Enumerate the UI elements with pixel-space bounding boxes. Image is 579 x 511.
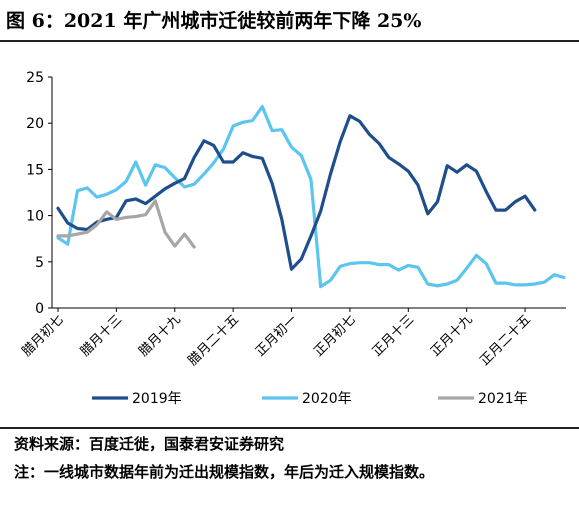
x-tick-label: 腊月十九 xyxy=(136,312,183,359)
chart-legend: 2019年 2020年 2021年 xyxy=(92,391,528,407)
y-tick-label: 0 xyxy=(35,301,44,317)
y-tick-label: 20 xyxy=(26,116,44,132)
series-line-3 xyxy=(56,199,196,249)
series-line-2 xyxy=(56,104,566,289)
legend-label: 2021年 xyxy=(478,391,528,407)
x-tick-label: 正月十三 xyxy=(370,312,417,359)
y-tick-label: 10 xyxy=(26,209,44,225)
legend-label: 2019年 xyxy=(132,391,182,407)
footer-rule xyxy=(0,427,579,429)
series-line-1 xyxy=(56,114,537,271)
x-tick-label: 正月初七 xyxy=(311,312,358,359)
x-tick-label: 正月初一 xyxy=(253,312,300,359)
x-tick-label: 腊月二十五 xyxy=(185,312,242,369)
legend-label: 2020年 xyxy=(302,391,352,407)
source-note: 资料来源：百度迁徙，国泰君安证券研究 xyxy=(14,435,285,453)
x-tick-label: 正月十九 xyxy=(428,312,475,359)
y-tick-label: 15 xyxy=(26,162,44,178)
x-tick-label: 腊月十三 xyxy=(78,312,125,359)
data-note: 注：一线城市数据年前为迁出规模指数，年后为迁入规模指数。 xyxy=(14,463,435,481)
title-rule xyxy=(0,40,579,42)
chart-series xyxy=(56,104,566,289)
line-chart: 0510152025腊月初七 腊月十三 腊月十九 腊月二十五 正月初一 正月初七 正月十三正… xyxy=(19,70,566,407)
y-tick-label: 25 xyxy=(26,70,44,86)
x-tick-label: 腊月初七 xyxy=(19,312,66,359)
x-tick-label: 正月二十五 xyxy=(477,312,534,369)
y-tick-label: 5 xyxy=(35,255,44,271)
figure-title: 图 6：2021 年广州城市迁徙较前两年下降 25% xyxy=(6,10,422,32)
